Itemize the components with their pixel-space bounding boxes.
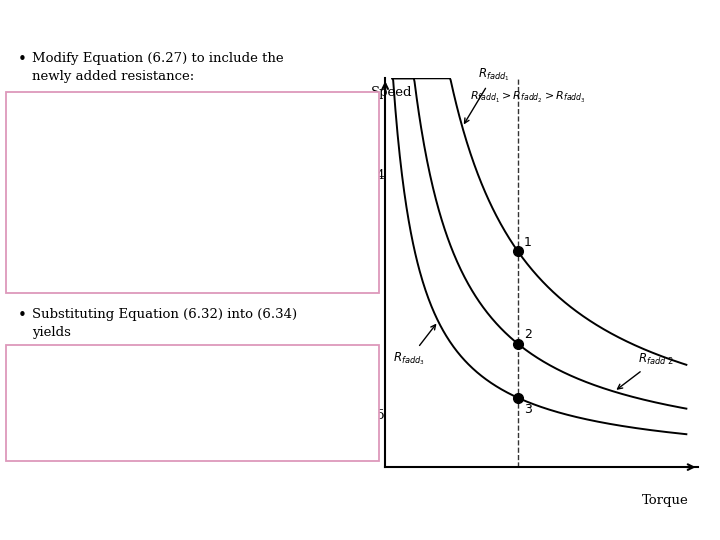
Text: Modify Equation (6.27) to include the: Modify Equation (6.27) to include the — [32, 52, 284, 65]
Text: Speed: Speed — [371, 86, 413, 99]
Text: Substituting Equation (6.32) into (6.34): Substituting Equation (6.32) into (6.34) — [32, 308, 297, 321]
Text: $\omega = \dfrac{V_t}{KCA_R I_a} - \dfrac{R_a + A_R R_f}{KCA_R}$: $\omega = \dfrac{V_t}{KCA_R I_a} - \dfra… — [15, 368, 183, 406]
Text: yields: yields — [32, 326, 71, 339]
Text: $R_{fadd_1} > R_{fadd_2} > R_{fadd_3}$: $R_{fadd_1} > R_{fadd_2} > R_{fadd_3}$ — [469, 90, 585, 105]
Text: newly added resistance:: newly added resistance: — [32, 70, 194, 83]
Text: 3: 3 — [523, 402, 531, 416]
Text: $R_{fadd\ 2}$: $R_{fadd\ 2}$ — [618, 352, 674, 389]
Text: $R_{fadd_1}$: $R_{fadd_1}$ — [464, 66, 510, 123]
Text: $= \dfrac{V_t}{K\phi} - \dfrac{R_a + A_R R_f}{K\phi}\ I_a$: $= \dfrac{V_t}{K\phi} - \dfrac{R_a + A_R… — [15, 210, 157, 248]
Text: •: • — [18, 52, 27, 67]
Text: •: • — [18, 308, 27, 323]
Text: 2: 2 — [523, 328, 531, 341]
Text: (6.34): (6.34) — [350, 168, 390, 181]
Text: 1: 1 — [523, 235, 531, 249]
Text: $R_{fadd_3}$: $R_{fadd_3}$ — [393, 325, 436, 367]
Text: (6.35): (6.35) — [350, 408, 390, 422]
Text: $\omega = \dfrac{V_t}{K\phi} - \dfrac{R_a + \dfrac{R_f R_{fadd}}{R_f + R_{fadd}}: $\omega = \dfrac{V_t}{K\phi} - \dfrac{R_… — [15, 105, 205, 163]
Text: Torque: Torque — [642, 494, 689, 507]
